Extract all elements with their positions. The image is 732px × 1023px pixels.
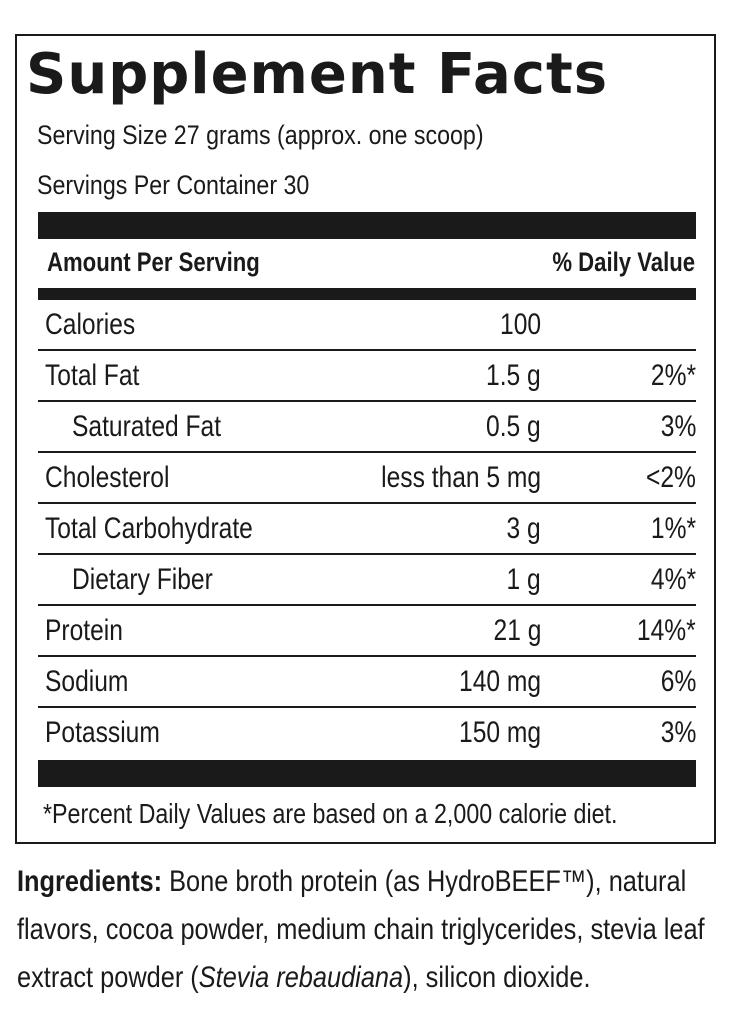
nutrient-row: Cholesterol less than 5 mg <2%: [38, 453, 696, 504]
daily-value-header: % Daily Value: [552, 247, 695, 277]
nutrient-row: Potassium 150 mg 3%: [38, 708, 696, 759]
nutrient-row: Dietary Fiber 1 g 4%*: [38, 555, 696, 606]
nutrient-name: Sodium: [45, 665, 129, 698]
nutrient-amount: less than 5 mg: [381, 461, 541, 494]
ingredients-label: Ingredients:: [17, 865, 163, 898]
nutrient-name: Potassium: [45, 716, 160, 749]
row-divider: [38, 604, 696, 606]
nutrient-daily-value: 3%: [660, 410, 696, 443]
nutrient-name: Protein: [45, 614, 123, 647]
nutrient-name: Calories: [45, 308, 136, 341]
nutrient-row: Total Carbohydrate 3 g 1%*: [38, 504, 696, 555]
nutrient-daily-value: <2%: [646, 461, 696, 494]
nutrient-daily-value: 14%*: [637, 614, 696, 647]
row-divider: [38, 400, 696, 402]
nutrient-amount: 100: [499, 308, 541, 341]
ingredients-botanical-name: Stevia rebaudiana: [198, 961, 404, 994]
amount-per-serving-header: Amount Per Serving: [47, 247, 260, 277]
nutrient-daily-value: 1%*: [650, 512, 696, 545]
nutrient-amount: 0.5 g: [486, 410, 541, 443]
row-divider: [38, 553, 696, 555]
nutrient-row: Calories 100: [38, 300, 696, 351]
serving-size: Serving Size 27 grams (approx. one scoop…: [37, 120, 484, 150]
panel-title: Supplement Facts: [26, 42, 609, 107]
nutrient-amount: 21 g: [493, 614, 541, 647]
row-divider: [38, 706, 696, 708]
nutrient-daily-value: 6%: [660, 665, 696, 698]
nutrient-name: Cholesterol: [45, 461, 170, 494]
nutrient-amount: 1 g: [506, 563, 541, 596]
nutrient-daily-value: 3%: [660, 716, 696, 749]
supplement-facts-panel: [15, 34, 716, 844]
daily-value-footnote: *Percent Daily Values are based on a 2,0…: [43, 798, 618, 829]
ingredients-text-part-2: ), silicon dioxide.: [403, 961, 591, 994]
nutrient-amount: 150 mg: [458, 716, 541, 749]
nutrient-amount: 3 g: [506, 512, 541, 545]
nutrient-name: Total Carbohydrate: [45, 512, 253, 545]
ingredients-statement: Ingredients: Bone broth protein (as Hydr…: [17, 858, 710, 1002]
nutrient-amount: 1.5 g: [486, 359, 541, 392]
nutrient-row: Total Fat 1.5 g 2%*: [38, 351, 696, 402]
medium-divider: [38, 288, 696, 300]
thick-divider-bottom: [38, 760, 696, 787]
thick-divider-top: [38, 212, 696, 239]
nutrient-name: Dietary Fiber: [72, 563, 213, 596]
servings-per-container: Servings Per Container 30: [37, 170, 310, 200]
row-divider: [38, 655, 696, 657]
nutrient-row: Protein 21 g 14%*: [38, 606, 696, 657]
row-divider: [38, 349, 696, 351]
nutrient-daily-value: 2%*: [650, 359, 696, 392]
nutrient-daily-value: 4%*: [650, 563, 696, 596]
nutrient-row: Sodium 140 mg 6%: [38, 657, 696, 708]
nutrient-name: Total Fat: [45, 359, 140, 392]
nutrient-name: Saturated Fat: [72, 410, 222, 443]
row-divider: [38, 451, 696, 453]
nutrient-row: Saturated Fat 0.5 g 3%: [38, 402, 696, 453]
row-divider: [38, 502, 696, 504]
ingredients-text-part-1: Bone broth protein (as HydroBEEF™), natu…: [17, 865, 705, 994]
nutrient-amount: 140 mg: [458, 665, 541, 698]
